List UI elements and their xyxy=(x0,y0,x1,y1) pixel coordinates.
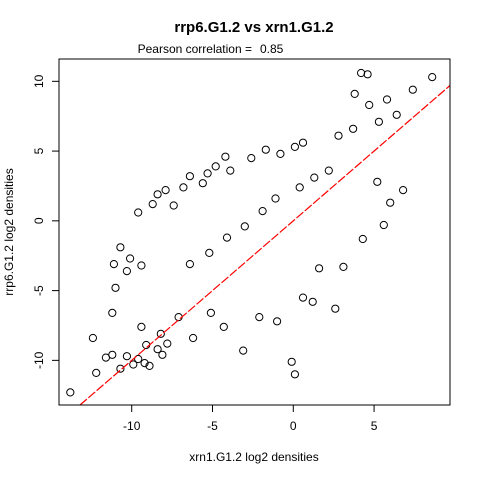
data-point-36 xyxy=(261,145,270,154)
data-point-45 xyxy=(271,194,280,203)
data-point-35 xyxy=(247,154,256,163)
data-point-13 xyxy=(158,350,167,359)
data-point-73 xyxy=(399,186,408,195)
y-tick-label-4: 10 xyxy=(32,74,46,88)
data-point-34 xyxy=(226,166,235,175)
data-point-76 xyxy=(206,308,215,317)
y-tick-label-3: 5 xyxy=(32,147,46,154)
data-point-27 xyxy=(169,201,178,210)
x-tick-label-2: 0 xyxy=(290,419,297,433)
data-point-66 xyxy=(308,297,317,306)
data-point-74 xyxy=(373,177,382,186)
data-point-64 xyxy=(273,317,282,326)
data-point-79 xyxy=(156,329,165,338)
y-axis-title: rrp6.G1.2 log2 densities xyxy=(2,168,16,295)
data-point-54 xyxy=(392,110,401,119)
data-point-9 xyxy=(145,361,154,370)
data-point-15 xyxy=(88,333,98,343)
data-point-65 xyxy=(298,293,308,302)
data-point-60 xyxy=(287,357,296,366)
data-point-46 xyxy=(295,183,304,192)
data-point-53 xyxy=(382,95,392,104)
data-point-29 xyxy=(185,172,194,181)
data-point-67 xyxy=(331,304,340,313)
data-point-77 xyxy=(189,333,198,343)
data-point-10 xyxy=(137,322,146,331)
x-axis-title: xrn1.G1.2 log2 densities xyxy=(189,450,318,464)
data-point-47 xyxy=(310,173,319,182)
x-tick-label-1: -5 xyxy=(207,419,218,433)
data-points xyxy=(66,68,437,397)
data-point-43 xyxy=(240,222,249,231)
data-point-49 xyxy=(334,131,343,140)
x-axis: -10 -5 0 5 xyxy=(123,404,378,433)
data-point-50 xyxy=(349,124,358,133)
data-point-61 xyxy=(290,370,299,379)
data-point-75 xyxy=(219,322,228,331)
data-point-21 xyxy=(126,254,135,263)
data-point-40 xyxy=(185,260,194,269)
x-tick-label-0: -10 xyxy=(123,419,141,433)
data-point-48 xyxy=(324,166,333,175)
data-point-70 xyxy=(358,234,367,244)
y-axis: -10 -5 0 5 10 xyxy=(32,74,60,369)
data-point-14 xyxy=(163,339,172,348)
data-point-18 xyxy=(111,283,120,292)
x-tick-label-3: 5 xyxy=(371,419,378,433)
data-point-42 xyxy=(222,233,232,242)
data-point-23 xyxy=(134,208,143,217)
data-point-72 xyxy=(386,198,395,207)
data-point-51 xyxy=(365,100,374,110)
data-point-22 xyxy=(137,261,146,270)
data-point-44 xyxy=(258,207,267,216)
data-point-56 xyxy=(428,73,437,82)
data-point-20 xyxy=(122,267,132,276)
data-point-12 xyxy=(153,345,162,354)
data-point-26 xyxy=(161,186,170,195)
data-point-7 xyxy=(134,354,143,364)
data-point-52 xyxy=(374,117,383,126)
data-point-30 xyxy=(198,179,207,188)
data-point-69 xyxy=(339,262,348,271)
chart-title: rrp6.G1.2 vs xrn1.G1.2 xyxy=(174,19,333,36)
data-point-37 xyxy=(276,149,285,158)
data-point-41 xyxy=(205,248,214,257)
data-point-0 xyxy=(66,388,75,397)
data-point-3 xyxy=(101,353,111,362)
data-point-6 xyxy=(129,360,138,369)
data-point-58 xyxy=(357,68,366,78)
pearson-correlation-label: Pearson correlation = xyxy=(138,42,252,56)
data-point-31 xyxy=(203,169,212,178)
data-point-25 xyxy=(153,190,162,199)
data-point-28 xyxy=(179,183,188,192)
data-point-17 xyxy=(109,260,119,269)
data-point-62 xyxy=(239,346,248,355)
data-point-24 xyxy=(148,200,157,209)
data-point-8 xyxy=(140,359,149,368)
reference-line xyxy=(79,85,451,406)
y-tick-label-2: 0 xyxy=(32,217,46,224)
data-point-55 xyxy=(408,85,417,94)
data-point-16 xyxy=(108,308,117,317)
data-point-32 xyxy=(211,162,220,171)
data-point-71 xyxy=(379,220,388,230)
data-point-39 xyxy=(298,138,308,147)
data-point-19 xyxy=(116,243,125,252)
data-point-5 xyxy=(122,352,132,361)
y-tick-label-0: -10 xyxy=(32,351,46,369)
data-point-4 xyxy=(116,364,125,373)
data-point-57 xyxy=(363,70,372,79)
data-point-63 xyxy=(255,313,264,322)
data-point-59 xyxy=(350,89,359,99)
data-point-33 xyxy=(221,152,230,161)
data-point-1 xyxy=(92,368,101,377)
y-tick-label-1: -5 xyxy=(32,285,46,296)
data-point-38 xyxy=(290,142,299,151)
reference-line-group xyxy=(79,85,451,406)
pearson-correlation-value: 0.85 xyxy=(260,42,284,56)
data-point-68 xyxy=(315,264,324,273)
